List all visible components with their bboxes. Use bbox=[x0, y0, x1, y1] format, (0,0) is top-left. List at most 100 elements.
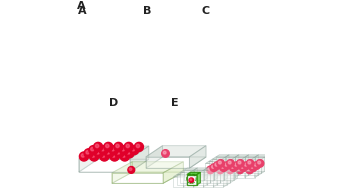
Polygon shape bbox=[184, 170, 194, 180]
Circle shape bbox=[96, 151, 100, 154]
Polygon shape bbox=[222, 157, 226, 173]
Polygon shape bbox=[262, 157, 265, 173]
Circle shape bbox=[246, 166, 253, 174]
Polygon shape bbox=[219, 161, 228, 176]
Circle shape bbox=[226, 166, 234, 174]
Circle shape bbox=[90, 152, 99, 161]
Polygon shape bbox=[212, 157, 226, 159]
Circle shape bbox=[243, 162, 251, 169]
Polygon shape bbox=[173, 174, 187, 177]
Polygon shape bbox=[194, 168, 207, 170]
Polygon shape bbox=[226, 157, 235, 171]
Polygon shape bbox=[187, 172, 190, 185]
Polygon shape bbox=[183, 177, 193, 187]
Polygon shape bbox=[79, 146, 98, 172]
Circle shape bbox=[124, 142, 133, 151]
Circle shape bbox=[125, 149, 134, 158]
Polygon shape bbox=[242, 157, 245, 173]
Polygon shape bbox=[204, 168, 218, 170]
Polygon shape bbox=[226, 155, 239, 157]
Polygon shape bbox=[79, 159, 130, 172]
Polygon shape bbox=[216, 157, 226, 171]
Circle shape bbox=[132, 147, 135, 151]
Circle shape bbox=[117, 151, 120, 154]
Circle shape bbox=[217, 166, 224, 174]
Polygon shape bbox=[190, 172, 201, 183]
Polygon shape bbox=[235, 155, 239, 171]
Circle shape bbox=[122, 154, 125, 157]
Circle shape bbox=[95, 144, 99, 148]
Circle shape bbox=[221, 165, 224, 168]
Circle shape bbox=[213, 162, 221, 169]
Polygon shape bbox=[207, 174, 217, 185]
Circle shape bbox=[84, 149, 93, 158]
Circle shape bbox=[126, 144, 130, 148]
Circle shape bbox=[217, 160, 224, 167]
Polygon shape bbox=[235, 157, 245, 171]
Circle shape bbox=[106, 151, 110, 154]
Circle shape bbox=[237, 160, 244, 167]
Polygon shape bbox=[194, 170, 204, 180]
Polygon shape bbox=[217, 172, 220, 185]
Polygon shape bbox=[207, 172, 220, 174]
Polygon shape bbox=[223, 174, 227, 187]
Polygon shape bbox=[232, 157, 235, 173]
Circle shape bbox=[254, 163, 257, 166]
Polygon shape bbox=[242, 157, 255, 159]
Polygon shape bbox=[227, 172, 231, 185]
Polygon shape bbox=[201, 170, 204, 183]
Polygon shape bbox=[112, 173, 163, 183]
Polygon shape bbox=[238, 159, 252, 161]
Circle shape bbox=[119, 146, 129, 155]
Polygon shape bbox=[177, 172, 190, 174]
Polygon shape bbox=[197, 172, 210, 174]
Polygon shape bbox=[193, 174, 207, 177]
Circle shape bbox=[100, 152, 109, 161]
Circle shape bbox=[94, 149, 103, 158]
Polygon shape bbox=[184, 168, 197, 170]
Polygon shape bbox=[193, 174, 197, 187]
Polygon shape bbox=[228, 159, 242, 161]
Circle shape bbox=[81, 154, 85, 157]
Polygon shape bbox=[252, 157, 255, 173]
Polygon shape bbox=[112, 162, 183, 173]
Polygon shape bbox=[225, 161, 228, 178]
Circle shape bbox=[239, 164, 247, 171]
Circle shape bbox=[189, 178, 194, 183]
Circle shape bbox=[230, 164, 237, 171]
Polygon shape bbox=[214, 168, 227, 170]
Polygon shape bbox=[215, 161, 219, 178]
Circle shape bbox=[241, 165, 244, 168]
Polygon shape bbox=[187, 174, 197, 185]
Circle shape bbox=[134, 142, 144, 151]
Polygon shape bbox=[190, 170, 194, 183]
Circle shape bbox=[190, 179, 192, 181]
Circle shape bbox=[136, 144, 140, 148]
Polygon shape bbox=[146, 157, 189, 168]
Circle shape bbox=[228, 161, 231, 164]
Circle shape bbox=[106, 144, 109, 148]
Polygon shape bbox=[79, 159, 149, 172]
Circle shape bbox=[207, 166, 214, 174]
Text: B: B bbox=[143, 6, 151, 16]
Polygon shape bbox=[232, 157, 245, 159]
Polygon shape bbox=[232, 159, 242, 173]
Polygon shape bbox=[228, 159, 232, 176]
Polygon shape bbox=[225, 161, 238, 163]
Polygon shape bbox=[242, 159, 252, 173]
Polygon shape bbox=[222, 157, 235, 159]
Circle shape bbox=[228, 168, 231, 170]
Polygon shape bbox=[215, 161, 228, 163]
Circle shape bbox=[227, 160, 234, 167]
Circle shape bbox=[99, 146, 108, 155]
Polygon shape bbox=[245, 155, 258, 157]
Circle shape bbox=[162, 150, 169, 157]
Circle shape bbox=[215, 163, 218, 166]
Circle shape bbox=[111, 147, 115, 151]
Polygon shape bbox=[226, 155, 229, 171]
Circle shape bbox=[238, 168, 240, 170]
Circle shape bbox=[105, 149, 114, 158]
Polygon shape bbox=[183, 174, 187, 187]
Polygon shape bbox=[220, 170, 224, 183]
Circle shape bbox=[253, 162, 260, 169]
